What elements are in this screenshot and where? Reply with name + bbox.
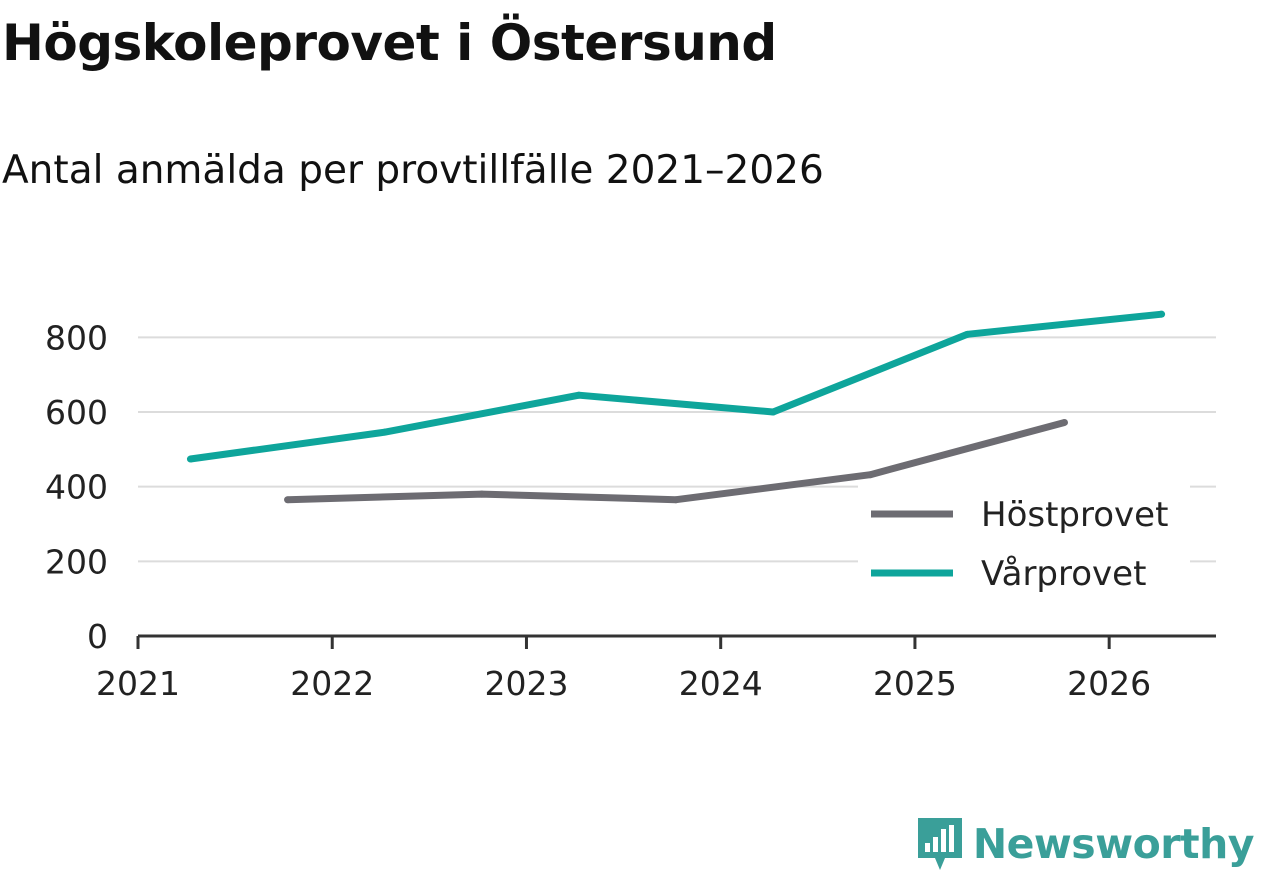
data-point bbox=[478, 490, 486, 498]
data-point bbox=[1060, 418, 1068, 426]
data-point bbox=[186, 455, 194, 463]
data-point bbox=[963, 330, 971, 338]
y-tick-label: 0 bbox=[87, 617, 108, 656]
newsworthy-logo-icon bbox=[917, 818, 962, 870]
brand-name: Newsworthy bbox=[972, 820, 1255, 868]
legend-box bbox=[858, 484, 1190, 596]
data-point bbox=[284, 496, 292, 504]
y-tick-label: 200 bbox=[45, 542, 108, 581]
x-tick-label: 2022 bbox=[290, 664, 374, 703]
chart-subtitle: Antal anmälda per provtillfälle 2021–202… bbox=[2, 148, 824, 193]
x-tick-label: 2026 bbox=[1067, 664, 1151, 703]
x-tick-label: 2025 bbox=[873, 664, 957, 703]
chart-title: Högskoleprovet i Östersund bbox=[2, 14, 777, 72]
axes: 0 200 400 600 800 2021 2022 2023 2024 2025 2026 bbox=[45, 318, 1216, 703]
newsworthy-logo: Newsworthy bbox=[915, 815, 1255, 873]
legend: Höstprovet Vårprovet bbox=[858, 484, 1190, 596]
x-tick-label: 2023 bbox=[484, 664, 568, 703]
x-tick-label: 2021 bbox=[96, 664, 180, 703]
legend-label: Höstprovet bbox=[981, 495, 1168, 535]
y-tick-label: 800 bbox=[45, 318, 108, 357]
data-point bbox=[769, 408, 777, 416]
data-point bbox=[866, 471, 874, 479]
data-point bbox=[575, 391, 583, 399]
data-point bbox=[1158, 310, 1166, 318]
series-line-varprovet bbox=[189, 310, 1162, 463]
series-lines bbox=[186, 310, 1166, 504]
y-tick-label: 400 bbox=[45, 468, 108, 507]
y-tick-label: 600 bbox=[45, 393, 108, 432]
legend-label: Vårprovet bbox=[981, 554, 1146, 594]
data-point bbox=[381, 428, 389, 436]
x-tick-label: 2024 bbox=[679, 664, 763, 703]
data-point bbox=[672, 496, 680, 504]
